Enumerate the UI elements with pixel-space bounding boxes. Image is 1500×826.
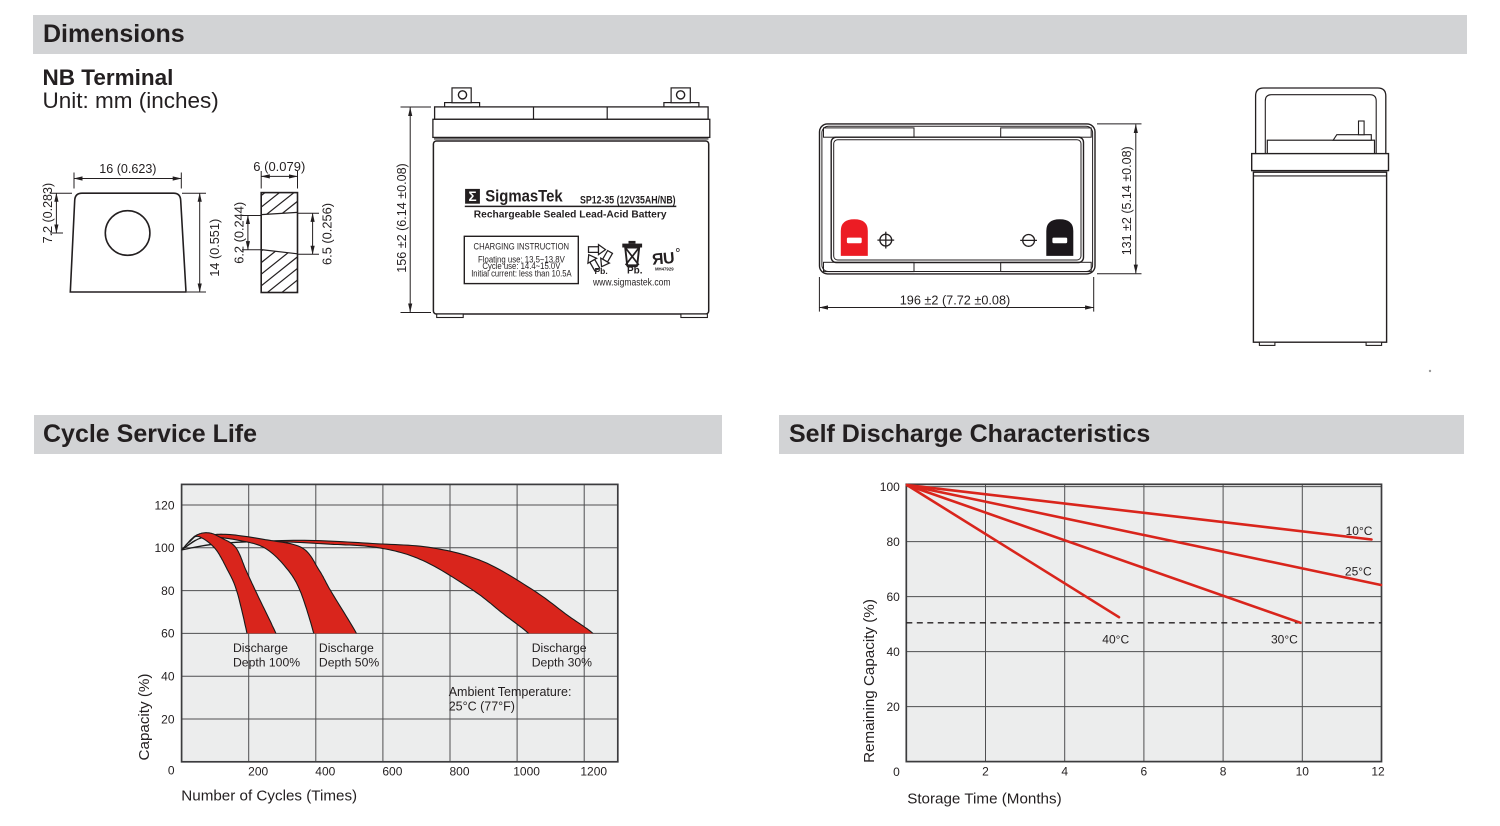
svg-text:60: 60 (161, 627, 175, 641)
svg-text:100: 100 (880, 480, 900, 494)
svg-text:6 (0.079): 6 (0.079) (253, 159, 305, 174)
svg-text:60: 60 (886, 590, 900, 604)
svg-text:Depth 30%: Depth 30% (532, 655, 592, 669)
svg-text:10°C: 10°C (1346, 524, 1373, 538)
svg-text:Depth 50%: Depth 50% (319, 655, 379, 669)
svg-text:1000: 1000 (513, 765, 540, 779)
svg-text:16 (0.623): 16 (0.623) (99, 161, 156, 176)
svg-text:4: 4 (1061, 765, 1068, 779)
svg-text:25°C (77°F): 25°C (77°F) (449, 700, 515, 714)
svg-text:www.sigmastek.com: www.sigmastek.com (592, 277, 670, 288)
svg-text:12: 12 (1371, 765, 1385, 779)
svg-text:Initial current: less than 10.: Initial current: less than 10.5A (471, 269, 572, 279)
svg-text:800: 800 (449, 765, 469, 779)
svg-text:40: 40 (886, 645, 900, 659)
svg-text:30°C: 30°C (1271, 632, 1298, 646)
svg-text:SigmasTek: SigmasTek (485, 187, 563, 205)
svg-text:Depth 100%: Depth 100% (233, 655, 300, 669)
svg-text:120: 120 (154, 498, 174, 512)
svg-text:Discharge: Discharge (532, 641, 587, 655)
svg-text:Discharge: Discharge (319, 641, 374, 655)
svg-text:Remaining Capacity (%): Remaining Capacity (%) (861, 599, 878, 763)
svg-text:6: 6 (1141, 765, 1148, 779)
svg-text:400: 400 (315, 765, 335, 779)
svg-text:Ambient Temperature:: Ambient Temperature: (449, 685, 572, 699)
svg-text:MH47929: MH47929 (655, 267, 674, 272)
svg-text:6.2 (0.244): 6.2 (0.244) (232, 202, 247, 264)
svg-text:196 ±2 (7.72 ±0.08): 196 ±2 (7.72 ±0.08) (900, 293, 1011, 308)
svg-text:Discharge: Discharge (233, 641, 288, 655)
svg-text:Number of Cycles (Times): Number of Cycles (Times) (181, 788, 357, 805)
svg-text:14 (0.551): 14 (0.551) (207, 219, 222, 277)
svg-text:7.2 (0.283): 7.2 (0.283) (40, 183, 55, 244)
svg-text:Cycle use: 14.4~15.0V: Cycle use: 14.4~15.0V (482, 261, 560, 271)
svg-text:200: 200 (248, 765, 268, 779)
svg-text:ЯU: ЯU (651, 250, 674, 269)
svg-text:Capacity (%): Capacity (%) (136, 674, 153, 761)
svg-text:Pb.: Pb. (595, 266, 608, 276)
svg-text:SP12-35 (12V35AH/NB): SP12-35 (12V35AH/NB) (580, 195, 676, 207)
svg-text:156 ±2 (6.14 ±0.08): 156 ±2 (6.14 ±0.08) (394, 163, 409, 273)
svg-text:80: 80 (886, 535, 900, 549)
svg-text:CHARGING INSTRUCTION: CHARGING INSTRUCTION (474, 241, 570, 252)
svg-text:131 ±2 (5.14 ±0.08): 131 ±2 (5.14 ±0.08) (1119, 146, 1134, 255)
svg-text:Σ: Σ (468, 189, 476, 204)
svg-text:10: 10 (1296, 765, 1310, 779)
svg-text:Storage Time (Months): Storage Time (Months) (907, 791, 1061, 808)
svg-text:20: 20 (161, 712, 175, 726)
svg-text:2: 2 (982, 765, 989, 779)
svg-text:6.5 (0.256): 6.5 (0.256) (320, 203, 335, 265)
svg-text:20: 20 (886, 700, 900, 714)
svg-text:100: 100 (154, 541, 174, 555)
svg-text:8: 8 (1220, 765, 1227, 779)
svg-text:40°C: 40°C (1102, 632, 1129, 646)
svg-text:0: 0 (893, 765, 900, 779)
svg-text:Floating use: 13.5~13.8V: Floating use: 13.5~13.8V (478, 254, 565, 264)
svg-text:0: 0 (168, 764, 175, 778)
svg-text:25°C: 25°C (1345, 565, 1372, 579)
svg-text:600: 600 (382, 765, 402, 779)
svg-text:Pb.: Pb. (627, 265, 643, 276)
svg-text:40: 40 (161, 670, 175, 684)
svg-text:1200: 1200 (580, 765, 607, 779)
svg-text:80: 80 (161, 584, 175, 598)
svg-text:Rechargeable Sealed Lead-Acid: Rechargeable Sealed Lead-Acid Battery (474, 210, 667, 221)
